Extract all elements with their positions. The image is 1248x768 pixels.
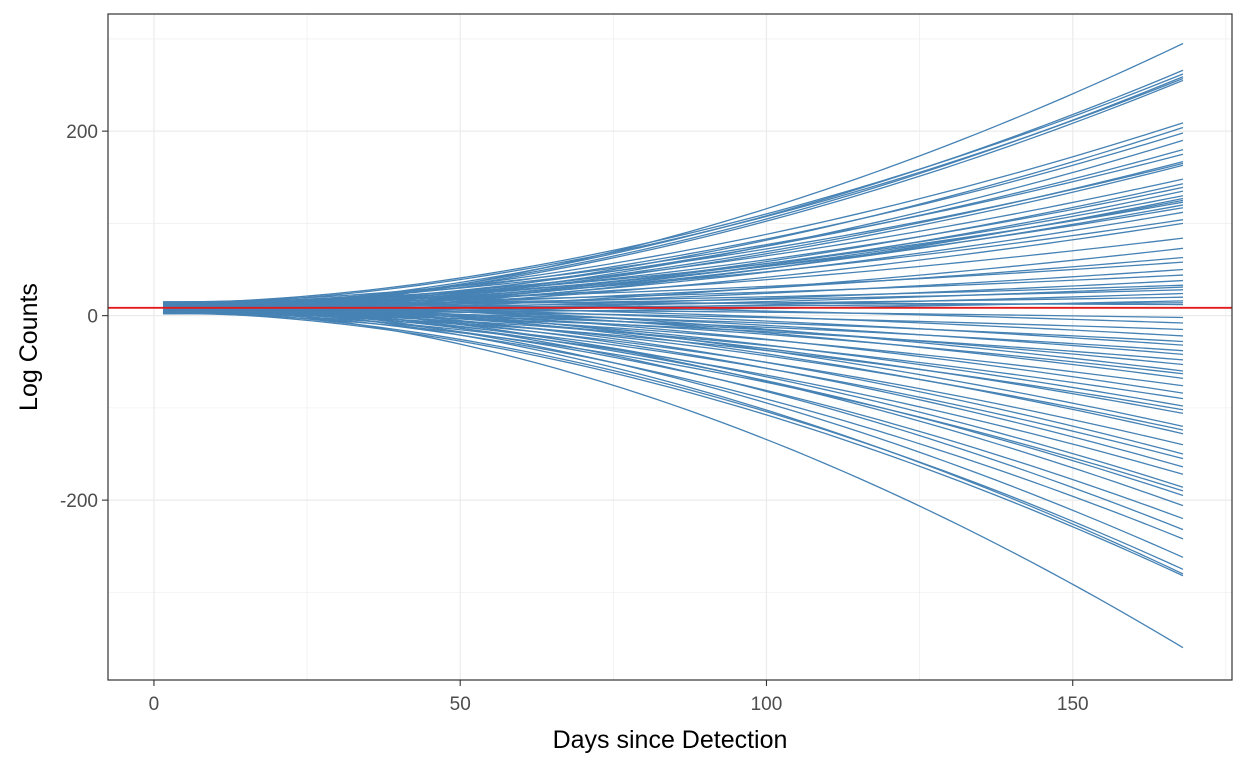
y-tick-label: 0 (87, 307, 98, 328)
x-axis-title: Days since Detection (553, 726, 788, 754)
series-line (163, 310, 1184, 570)
series-line (163, 284, 1184, 305)
panel-border (107, 13, 1233, 681)
series-line (163, 77, 1184, 305)
series-line (163, 304, 1184, 558)
series-line (163, 153, 1184, 303)
series-line (163, 73, 1184, 304)
series-line (163, 302, 1184, 324)
series-line (163, 183, 1184, 312)
series-line (163, 305, 1184, 575)
y-tick-label: 200 (66, 122, 98, 143)
series-line (163, 126, 1184, 313)
y-axis-title: Log Counts (15, 283, 43, 411)
x-axis-ticks: 0 50 100 150 (149, 680, 1089, 715)
series-line (163, 302, 1184, 531)
series-line (163, 307, 1184, 497)
series-line (163, 306, 1184, 488)
series-line (163, 309, 1184, 540)
series-line (163, 201, 1184, 304)
series-line (163, 301, 1184, 507)
series-line (163, 306, 1184, 649)
y-tick-label: -200 (60, 491, 98, 512)
series-line (163, 308, 1184, 520)
x-tick-label: 150 (1057, 694, 1089, 715)
series-line (163, 162, 1184, 304)
y-axis-ticks: -200 0 200 (60, 122, 108, 512)
series-line (163, 311, 1184, 577)
series-line (163, 302, 1184, 372)
series-line (163, 301, 1184, 306)
x-tick-label: 0 (149, 694, 160, 715)
x-tick-label: 50 (450, 694, 471, 715)
series-line (163, 261, 1184, 303)
series-line (163, 148, 1184, 309)
series-lines (163, 42, 1184, 649)
x-tick-label: 100 (751, 694, 783, 715)
series-line (163, 301, 1184, 427)
